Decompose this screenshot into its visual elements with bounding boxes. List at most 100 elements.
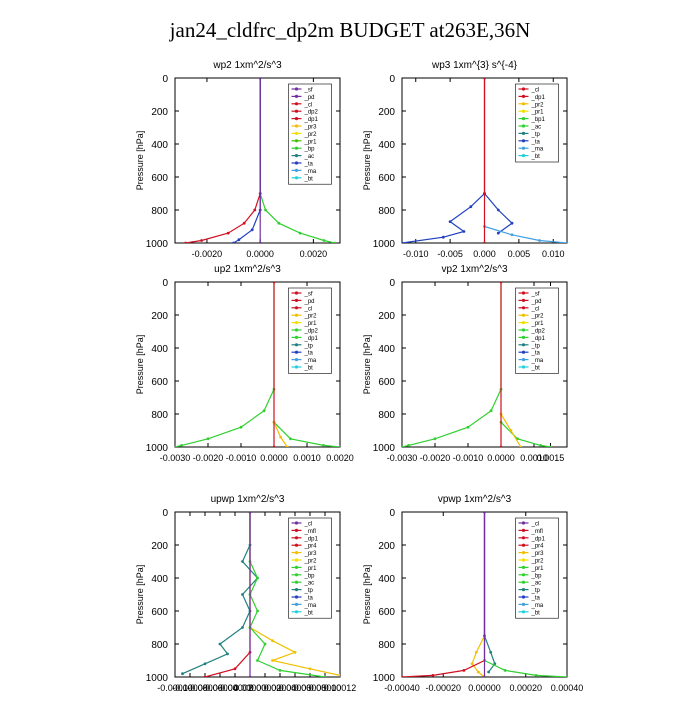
legend-marker bbox=[521, 154, 526, 158]
x-tick-label: 0.000 bbox=[473, 249, 496, 259]
legend-marker bbox=[294, 176, 299, 180]
legend-label: _bp1 bbox=[531, 117, 546, 123]
legend-label: _tp bbox=[531, 588, 541, 594]
x-tick-label: 0.0000 bbox=[246, 249, 274, 259]
series-point bbox=[226, 231, 230, 235]
legend-marker bbox=[294, 117, 299, 121]
y-tick-label: 1000 bbox=[373, 673, 396, 684]
y-tick-label: 800 bbox=[378, 410, 395, 421]
series-point bbox=[333, 241, 337, 243]
series-point bbox=[323, 675, 327, 677]
series-point bbox=[279, 435, 282, 439]
series-point bbox=[489, 409, 493, 413]
series-point bbox=[285, 445, 289, 447]
legend-marker bbox=[521, 350, 526, 354]
y-tick-label: 600 bbox=[378, 607, 395, 618]
legend-marker bbox=[521, 365, 526, 369]
series-point bbox=[407, 444, 410, 447]
legend-marker bbox=[521, 551, 526, 555]
legend-marker bbox=[521, 291, 526, 295]
y-tick-label: 200 bbox=[378, 107, 395, 118]
legend-marker bbox=[521, 117, 526, 121]
series-point bbox=[466, 425, 470, 429]
series-point bbox=[499, 445, 503, 447]
legend-label: _ma bbox=[531, 358, 544, 364]
y-tick-label: 800 bbox=[151, 410, 168, 421]
y-tick-label: 200 bbox=[378, 541, 395, 552]
legend-marker bbox=[294, 328, 299, 332]
series-point bbox=[565, 675, 567, 677]
y-tick-label: 0 bbox=[162, 278, 168, 289]
y-tick-label: 1000 bbox=[373, 443, 396, 454]
series-point bbox=[549, 445, 552, 447]
legend-marker bbox=[521, 588, 526, 592]
legend-marker bbox=[294, 521, 299, 525]
legend-marker bbox=[294, 291, 299, 295]
legend-label: _sf bbox=[304, 88, 313, 94]
legend-marker bbox=[294, 335, 299, 339]
series-point bbox=[203, 662, 207, 666]
legend-label: _cl bbox=[304, 522, 313, 528]
y-tick-label: 0 bbox=[389, 508, 395, 519]
series-point bbox=[241, 560, 244, 563]
series-point bbox=[510, 221, 514, 225]
y-axis-label: Pressure [hPa] bbox=[362, 335, 372, 395]
x-tick-label: 0.00000 bbox=[234, 683, 267, 693]
panel-6: vpwp 1xm^2/s^3 0 200 400 600 800 1000 Pressure … bbox=[362, 494, 583, 693]
x-tick-label: 0.0020 bbox=[326, 453, 354, 463]
legend-marker bbox=[521, 335, 526, 339]
legend-label: _pr2 bbox=[531, 559, 545, 565]
legend-label: _ta bbox=[531, 139, 541, 145]
legend-label: _cl bbox=[304, 102, 313, 108]
series-point bbox=[496, 231, 500, 235]
y-tick-label: 800 bbox=[378, 206, 395, 217]
series-line bbox=[402, 78, 486, 243]
legend-label: _ma bbox=[304, 603, 317, 609]
series-point bbox=[322, 444, 325, 447]
series-point bbox=[232, 241, 235, 243]
legend-label: _dp1 bbox=[304, 336, 319, 342]
series-point bbox=[256, 609, 259, 613]
legend-marker bbox=[521, 610, 526, 614]
series-point bbox=[402, 445, 404, 447]
legend-marker bbox=[294, 580, 299, 584]
legend-marker bbox=[521, 521, 526, 525]
series-point bbox=[402, 241, 404, 243]
legend-marker bbox=[521, 102, 526, 106]
x-tick-label: -0.00006 bbox=[187, 683, 223, 693]
series-line bbox=[175, 282, 275, 447]
series-point bbox=[483, 512, 486, 514]
panel-title: wp3 1xm^{3} s^{-4} bbox=[431, 60, 518, 71]
series-point bbox=[338, 674, 340, 677]
x-tick-label: -0.00040 bbox=[384, 683, 420, 693]
legend-marker bbox=[521, 565, 526, 570]
series-line bbox=[233, 78, 261, 243]
series-point bbox=[338, 445, 340, 447]
legend-box bbox=[288, 517, 332, 619]
x-tick-label: -0.00020 bbox=[425, 683, 461, 693]
series-point bbox=[487, 670, 490, 674]
x-tick-label: 0.0010 bbox=[520, 453, 548, 463]
x-tick-label: 0.00004 bbox=[264, 683, 297, 693]
legend-label: _pr2 bbox=[304, 314, 318, 320]
legend-marker bbox=[521, 313, 526, 317]
series-line bbox=[273, 422, 288, 447]
y-axis-label: Pressure [hPa] bbox=[362, 131, 372, 191]
y-axis-label: Pressure [hPa] bbox=[362, 565, 372, 625]
series-point bbox=[206, 437, 210, 441]
series-point bbox=[503, 669, 507, 672]
series-point bbox=[184, 241, 187, 243]
x-tick-label: 0.0015 bbox=[537, 453, 565, 463]
x-tick-label: -0.00008 bbox=[172, 683, 208, 693]
x-tick-label: -0.00002 bbox=[217, 683, 253, 693]
panel-title: vpwp 1xm^2/s^3 bbox=[438, 494, 512, 505]
y-tick-label: 0 bbox=[389, 74, 395, 85]
x-tick-label: 0.00020 bbox=[509, 683, 542, 693]
y-tick-label: 1000 bbox=[146, 443, 169, 454]
y-tick-label: 200 bbox=[378, 311, 395, 322]
x-tick-label: -0.00010 bbox=[157, 683, 193, 693]
legend-label: _bt bbox=[531, 154, 541, 160]
y-tick-label: 600 bbox=[151, 607, 168, 618]
x-tick-label: -0.00004 bbox=[202, 683, 238, 693]
y-tick-label: 0 bbox=[389, 278, 395, 289]
